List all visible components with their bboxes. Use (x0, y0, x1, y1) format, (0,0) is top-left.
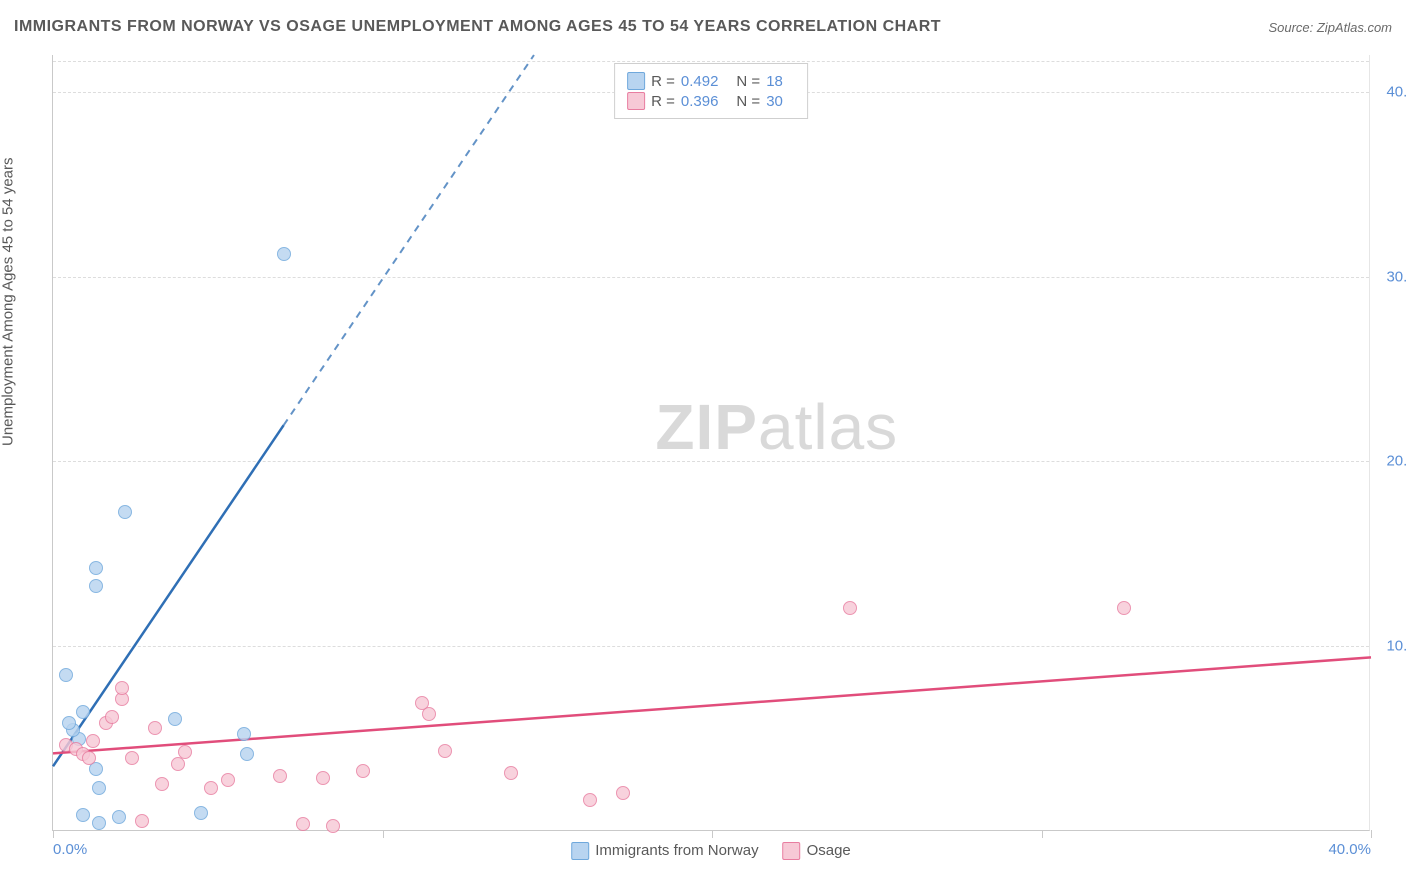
legend-item: Immigrants from Norway (571, 842, 758, 860)
y-tick-label: 10.0% (1386, 638, 1406, 655)
x-tick-label: 0.0% (53, 841, 87, 858)
data-point (92, 781, 106, 795)
data-point (843, 601, 857, 615)
data-point (583, 793, 597, 807)
y-tick-label: 20.0% (1386, 453, 1406, 470)
y-axis-label: Unemployment Among Ages 45 to 54 years (0, 157, 17, 446)
data-point (112, 810, 126, 824)
data-point (86, 734, 100, 748)
data-point (135, 814, 149, 828)
source-label: Source: ZipAtlas.com (1268, 20, 1392, 35)
data-point (356, 764, 370, 778)
data-point (62, 716, 76, 730)
data-point (296, 817, 310, 831)
legend-row: R =0.396N =30 (627, 92, 795, 110)
data-point (105, 710, 119, 724)
legend-item: Osage (783, 842, 851, 860)
data-point (125, 751, 139, 765)
data-point (76, 808, 90, 822)
series-legend: Immigrants from Norway Osage (571, 842, 851, 860)
data-point (194, 806, 208, 820)
data-point (237, 727, 251, 741)
data-point (221, 773, 235, 787)
legend-swatch (783, 842, 801, 860)
data-point (155, 777, 169, 791)
data-point (316, 771, 330, 785)
data-point (204, 781, 218, 795)
data-point (616, 786, 630, 800)
data-point (273, 769, 287, 783)
data-point (178, 745, 192, 759)
data-point (92, 816, 106, 830)
legend-swatch (627, 92, 645, 110)
regression-line (53, 55, 1371, 831)
data-point (277, 247, 291, 261)
data-point (326, 819, 340, 833)
y-tick-label: 40.0% (1386, 83, 1406, 100)
data-point (89, 561, 103, 575)
data-point (438, 744, 452, 758)
data-point (240, 747, 254, 761)
data-point (76, 705, 90, 719)
data-point (115, 681, 129, 695)
data-point (504, 766, 518, 780)
data-point (422, 707, 436, 721)
data-point (168, 712, 182, 726)
data-point (148, 721, 162, 735)
correlation-legend: R =0.492N =18 R =0.396N =30 (614, 63, 808, 119)
y-tick-label: 30.0% (1386, 268, 1406, 285)
x-tick (1042, 830, 1043, 838)
chart-title: IMMIGRANTS FROM NORWAY VS OSAGE UNEMPLOY… (14, 18, 941, 36)
data-point (59, 668, 73, 682)
data-point (118, 505, 132, 519)
legend-swatch (627, 72, 645, 90)
data-point (82, 751, 96, 765)
legend-swatch (571, 842, 589, 860)
x-tick (1371, 830, 1372, 838)
data-point (89, 579, 103, 593)
data-point (1117, 601, 1131, 615)
x-tick (712, 830, 713, 838)
x-tick (383, 830, 384, 838)
legend-row: R =0.492N =18 (627, 72, 795, 90)
x-tick-label: 40.0% (1328, 841, 1371, 858)
x-tick (53, 830, 54, 838)
scatter-plot: ZIPatlas 10.0%20.0%30.0%40.0%0.0%40.0%R … (52, 55, 1370, 831)
